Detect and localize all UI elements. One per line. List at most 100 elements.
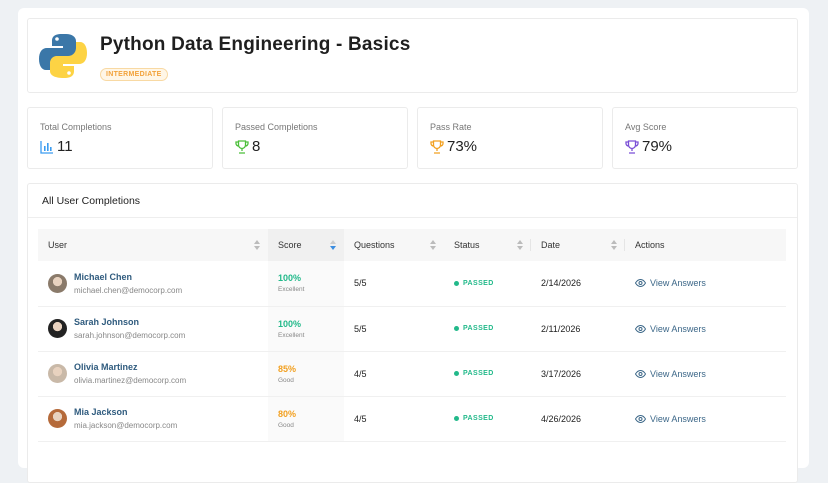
course-header: Python Data Engineering - Basics INTERME… (27, 18, 798, 93)
column-header-date[interactable]: Date (531, 229, 625, 261)
date-value: 4/26/2026 (531, 396, 625, 442)
stat-value: 8 (252, 138, 261, 155)
score-grade: Good (278, 421, 294, 429)
status-dot-icon (454, 416, 459, 421)
stat-value: 79% (642, 138, 673, 155)
date-value: 2/11/2026 (531, 306, 625, 352)
stat-total-completions: Total Completions 11 (27, 107, 213, 169)
view-answers-label: View Answers (650, 323, 706, 334)
sort-icon[interactable] (254, 240, 260, 250)
user-name[interactable]: Mia Jackson (74, 407, 128, 417)
trophy-icon (625, 139, 639, 154)
status-badge: PASSED (454, 325, 531, 332)
section-title: All User Completions (42, 195, 141, 207)
stat-pass-rate: Pass Rate 73% (417, 107, 603, 169)
status-label: PASSED (463, 415, 494, 422)
stat-label: Passed Completions (235, 122, 318, 132)
bar-chart-icon (40, 140, 53, 154)
status-dot-icon (454, 280, 459, 286)
trophy-icon (430, 139, 444, 154)
page-container: Python Data Engineering - Basics INTERME… (18, 8, 809, 483)
avatar (48, 364, 67, 383)
view-answers-label: View Answers (650, 413, 706, 424)
questions-value: 5/5 (344, 306, 444, 352)
eye-icon (635, 279, 646, 288)
user-name[interactable]: Michael Chen (74, 271, 133, 282)
score-grade: Excellent (278, 286, 305, 294)
sort-icon[interactable] (430, 240, 436, 250)
avatar (48, 273, 67, 293)
view-answers-button[interactable]: View Answers (635, 414, 786, 424)
stat-label: Avg Score (625, 122, 667, 132)
table-row: Michael Chen michael.chen@democorp.com 10… (38, 261, 786, 307)
user-email: sarah.johnson@democorp.com (74, 331, 186, 340)
column-header-questions[interactable]: Questions (344, 229, 444, 261)
score-grade: Good (278, 376, 294, 384)
stat-value: 73% (447, 138, 478, 155)
user-email: michael.chen@democorp.com (74, 285, 183, 295)
column-header-score[interactable]: Score (268, 229, 344, 261)
view-answers-label: View Answers (650, 368, 706, 379)
trophy-icon (235, 139, 249, 154)
avatar (48, 409, 67, 428)
python-logo-icon (39, 34, 87, 78)
date-value: 3/17/2026 (531, 351, 625, 397)
column-header-actions: Actions (625, 229, 786, 261)
score-value: 85% (278, 363, 297, 374)
page-title: Python Data Engineering - Basics (100, 34, 411, 55)
user-email: mia.jackson@democorp.com (74, 421, 178, 430)
user-name[interactable]: Sarah Johnson (74, 317, 140, 327)
completions-table: User Score Questions Status Date Actions… (38, 229, 786, 442)
column-separator (530, 239, 531, 251)
eye-icon (635, 324, 646, 333)
column-label: Questions (354, 240, 395, 250)
score-value: 100% (278, 273, 302, 284)
table-row: Mia Jackson mia.jackson@democorp.com 80% G… (38, 396, 786, 442)
score-value: 80% (278, 408, 297, 419)
column-separator (624, 239, 625, 251)
column-label: Actions (635, 240, 665, 250)
column-header-user[interactable]: User (38, 229, 268, 261)
completions-card: All User Completions User Score Question… (27, 183, 798, 483)
stat-avg-score: Avg Score 79% (612, 107, 798, 169)
view-answers-button[interactable]: View Answers (635, 324, 786, 334)
eye-icon (635, 369, 646, 378)
status-dot-icon (454, 326, 459, 331)
view-answers-button[interactable]: View Answers (635, 369, 786, 379)
user-email: olivia.martinez@democorp.com (74, 376, 187, 385)
sort-descending-icon[interactable] (330, 240, 336, 250)
status-badge: PASSED (454, 415, 531, 422)
sort-icon[interactable] (517, 240, 523, 250)
status-badge: PASSED (454, 370, 531, 377)
sort-icon[interactable] (611, 240, 617, 250)
questions-value: 4/5 (344, 351, 444, 397)
questions-value: 4/5 (344, 396, 444, 442)
questions-value: 5/5 (344, 261, 444, 307)
user-name[interactable]: Olivia Martinez (74, 362, 138, 372)
status-label: PASSED (463, 279, 494, 287)
status-label: PASSED (463, 325, 494, 332)
date-value: 2/14/2026 (531, 261, 625, 307)
table-row: Sarah Johnson sarah.johnson@democorp.com … (38, 306, 786, 352)
status-dot-icon (454, 371, 459, 376)
stat-passed-completions: Passed Completions 8 (222, 107, 408, 169)
eye-icon (635, 414, 646, 423)
column-header-status[interactable]: Status (444, 229, 531, 261)
column-label: Date (541, 240, 561, 250)
column-label: Score (278, 240, 302, 250)
view-answers-label: View Answers (650, 278, 706, 289)
column-label: Status (454, 240, 480, 250)
score-value: 100% (278, 318, 302, 329)
level-badge: INTERMEDIATE (100, 68, 168, 81)
column-label: User (48, 240, 68, 250)
avatar (48, 319, 67, 338)
stat-label: Pass Rate (430, 122, 472, 132)
divider (28, 217, 797, 218)
stat-label: Total Completions (40, 122, 112, 132)
score-grade: Excellent (278, 331, 305, 339)
status-label: PASSED (463, 370, 494, 377)
table-row: Olivia Martinez olivia.martinez@democorp.… (38, 351, 786, 397)
stat-value: 11 (57, 138, 73, 155)
status-badge: PASSED (454, 280, 531, 287)
view-answers-button[interactable]: View Answers (635, 278, 786, 288)
